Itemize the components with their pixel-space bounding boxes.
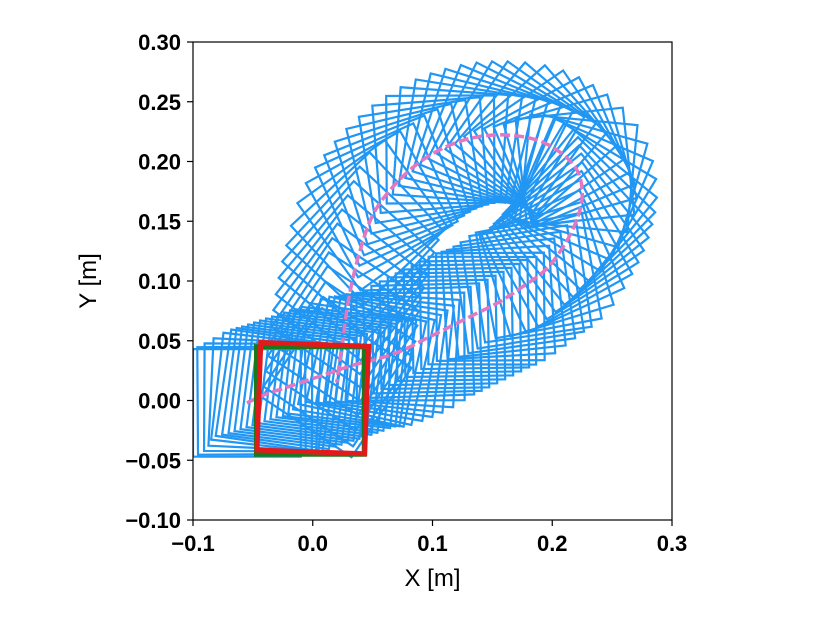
- plot-content: [193, 59, 659, 459]
- y-tick-label: 0.15: [138, 209, 181, 234]
- trajectory-square: [488, 169, 640, 321]
- trajectory-squares: [193, 59, 659, 459]
- trajectory-square: [284, 165, 441, 321]
- x-tick-label: 0.3: [657, 531, 688, 556]
- trajectory-square: [289, 150, 445, 306]
- trajectory-square: [472, 68, 626, 222]
- y-tick-label: 0.00: [138, 389, 181, 414]
- trajectory-square: [322, 114, 466, 257]
- trajectory-square: [501, 135, 657, 291]
- x-tick-label: 0.1: [417, 531, 448, 556]
- end-square: [254, 339, 372, 457]
- y-tick-label: 0.20: [138, 150, 181, 175]
- x-tick-label: 0.0: [297, 531, 328, 556]
- trajectory-square: [304, 129, 454, 279]
- trajectory-square: [397, 78, 524, 204]
- trajectory-square: [443, 59, 598, 213]
- trajectory-square: [394, 270, 507, 383]
- x-axis-label: X [m]: [404, 565, 460, 592]
- x-tick-label: −0.1: [171, 531, 214, 556]
- trajectory-square: [271, 222, 426, 376]
- trajectory-square: [410, 262, 523, 375]
- trajectory-square: [344, 292, 461, 409]
- trajectory-square: [482, 75, 632, 225]
- trajectory-square: [440, 244, 557, 361]
- trajectory-square: [314, 295, 443, 423]
- trajectory-square: [371, 96, 490, 215]
- trajectory-square: [261, 295, 415, 448]
- trajectory-square: [361, 285, 476, 400]
- trajectory-square: [268, 250, 421, 403]
- trajectory-square: [514, 106, 636, 228]
- center-path: [246, 133, 585, 405]
- trajectory-square: [280, 179, 436, 335]
- trajectory-square: [502, 93, 639, 229]
- x-axis-ticks: −0.1 0.0 0.1 0.2 0.3: [171, 520, 687, 556]
- trajectory-square: [391, 86, 510, 204]
- y-axis-label: Y [m]: [75, 253, 102, 309]
- trajectory-square: [233, 323, 357, 446]
- y-tick-label: −0.10: [125, 508, 181, 533]
- plot-layer: [193, 59, 659, 459]
- y-tick-label: 0.10: [138, 269, 181, 294]
- trajectory-square: [295, 138, 450, 292]
- trajectory-square: [385, 94, 496, 205]
- trajectory-square: [324, 294, 449, 419]
- trajectory-square: [495, 152, 651, 307]
- trajectory-square: [313, 121, 460, 268]
- trajectory-square: [239, 321, 363, 444]
- y-tick-label: 0.30: [138, 30, 181, 55]
- trajectory-square: [411, 67, 550, 206]
- trajectory-square: [266, 264, 419, 417]
- trajectory-square: [462, 63, 618, 219]
- trajectory-square: [445, 237, 567, 359]
- trajectory-square: [357, 98, 484, 225]
- y-tick-label: 0.25: [138, 90, 181, 115]
- y-tick-label: −0.05: [125, 448, 181, 473]
- x-tick-label: 0.2: [537, 531, 568, 556]
- y-axis-ticks: −0.10 −0.05 0.00 0.05 0.10 0.15 0.20 0.25 0.30: [125, 30, 193, 533]
- trajectory-square: [518, 113, 639, 234]
- trajectory-square: [260, 306, 413, 459]
- trajectory-square: [270, 236, 423, 390]
- trajectory-square: [274, 207, 429, 362]
- trajectory-square: [257, 315, 381, 438]
- trajectory-square: [404, 72, 537, 205]
- trajectory-square: [435, 251, 546, 363]
- y-tick-label: 0.05: [138, 329, 181, 354]
- trajectory-square: [418, 63, 563, 207]
- trajectory-square: [304, 295, 436, 427]
- trajectory-square: [333, 107, 472, 246]
